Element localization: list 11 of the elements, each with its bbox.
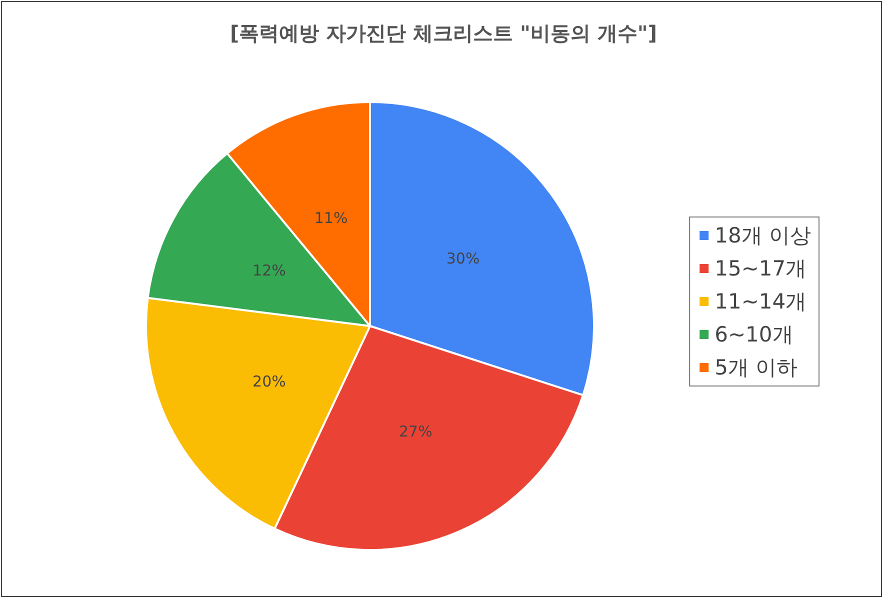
data-label: 20% — [252, 372, 286, 390]
chart-title: [폭력예방 자가진단 체크리스트 "비동의 개수"] — [230, 21, 657, 45]
legend-label: 5개 이하 — [714, 356, 798, 380]
data-label: 12% — [252, 262, 286, 280]
data-label: 30% — [446, 249, 480, 268]
data-label: 11% — [314, 208, 348, 227]
legend-label: 15~17개 — [714, 256, 807, 280]
legend-label: 11~14개 — [714, 290, 807, 314]
data-label: 27% — [399, 422, 432, 441]
legend-label: 6~10개 — [714, 322, 794, 346]
legend-label: 18개 이상 — [714, 224, 812, 248]
